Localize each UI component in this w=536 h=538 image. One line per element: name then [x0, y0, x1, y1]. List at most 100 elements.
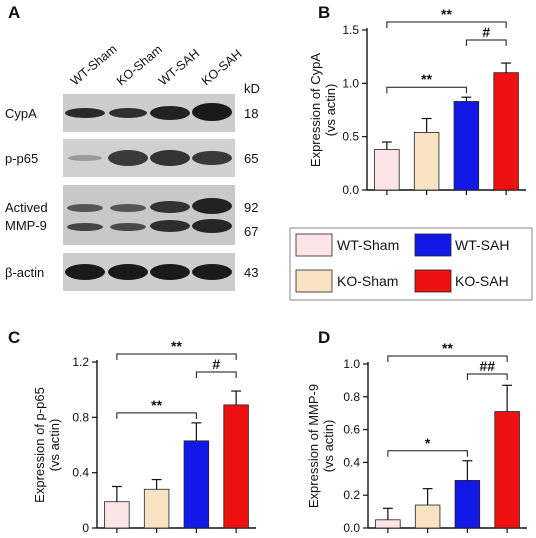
lane-label-ko-sah: KO-SAH	[199, 47, 245, 89]
kd-p-p65: 65	[244, 151, 258, 166]
significance-bracket	[116, 353, 237, 360]
significance-bracket	[466, 373, 508, 380]
legend-swatch-ko-sham	[295, 269, 333, 293]
bar-wt-sah	[453, 101, 480, 191]
mmp9-bands	[67, 198, 232, 233]
p-p65-band-3	[150, 150, 190, 166]
y-axis-title: (vs actin)	[47, 419, 62, 472]
mmp9-67-band-3	[150, 220, 190, 232]
significance-label: **	[441, 6, 452, 22]
chart-p-p65: 0 0.4 0.8 1.2 Expression of p-p65 (vs actin) *…	[32, 338, 256, 535]
mmp9-92-band-3	[150, 201, 190, 213]
y-tick-label: 0.8	[72, 410, 89, 424]
mmp9-67-band-4	[192, 219, 232, 233]
bar-wt-sham	[104, 501, 130, 529]
bar-ko-sham	[414, 504, 441, 529]
significance-bracket	[387, 450, 468, 457]
significance-bracket	[386, 86, 467, 94]
legend-label-wt-sah: WT-SAH	[455, 237, 509, 253]
y-axis-title: Expression of CypA	[308, 53, 323, 167]
kd-mmp9-92: 92	[244, 200, 258, 215]
legend-label-ko-sah: KO-SAH	[455, 273, 509, 289]
y-tick-label: 0.0	[343, 521, 360, 535]
kd-mmp9-67: 67	[244, 224, 258, 239]
p-p65-band-1	[68, 155, 102, 161]
cypa-band-3	[150, 106, 190, 120]
y-tick-label: 1.0	[342, 76, 359, 90]
significance-bracket	[465, 39, 507, 46]
legend-label-ko-sham: KO-Sham	[337, 273, 398, 289]
p-p65-band-4	[192, 151, 232, 165]
y-tick-label: 0.5	[342, 130, 359, 144]
legend-label-wt-sham: WT-Sham	[337, 237, 399, 253]
cypa-band-2	[109, 108, 147, 118]
significance-bracket	[195, 371, 237, 378]
significance-label: **	[151, 397, 162, 413]
western-blot: WT-Sham KO-Sham WT-SAH KO-SAH kD CypA 18…	[5, 42, 260, 291]
significance-label: #	[212, 356, 220, 372]
significance-bracket	[387, 355, 508, 362]
beta-actin-band-4	[192, 264, 232, 280]
kd-unit-label: kD	[244, 81, 260, 96]
beta-actin-band-3	[150, 264, 190, 280]
blot-row-label-cypa: CypA	[5, 106, 37, 121]
bar-ko-sah	[494, 411, 520, 529]
beta-actin-bands	[65, 264, 232, 280]
bar-ko-sham	[413, 131, 440, 191]
significance-label: #	[482, 24, 490, 40]
lane-label-ko-sham: KO-Sham	[114, 42, 165, 88]
y-tick-label: 1.5	[342, 23, 359, 37]
blot-row-label-beta-actin: β-actin	[5, 265, 44, 280]
legend-swatch-wt-sham	[295, 233, 333, 257]
cypa-band-1	[65, 108, 105, 118]
significance-label: **	[421, 71, 432, 87]
significance-label: *	[425, 435, 431, 451]
chart-mmp9: 0.0 0.2 0.4 0.6 0.8 1.0 Expression of MMP-9 (vs…	[306, 340, 527, 535]
bar-wt-sah	[454, 480, 481, 529]
y-tick-label: 0.4	[72, 466, 89, 480]
beta-actin-band-2	[108, 264, 148, 280]
y-axis-title: (vs actin)	[323, 84, 338, 137]
y-tick-label: 0.2	[343, 488, 360, 502]
panel-letter-d: D	[318, 328, 330, 347]
legend-swatch-wt-sah	[414, 233, 452, 257]
mmp9-92-band-2	[110, 204, 146, 212]
significance-label: **	[442, 340, 453, 356]
y-tick-label: 0.0	[342, 183, 359, 197]
blot-strip-mmp9	[63, 185, 235, 245]
legend: WT-Sham WT-SAH KO-Sham KO-SAH	[289, 227, 533, 301]
y-axis-title: (vs actin)	[321, 420, 336, 473]
bar-ko-sham	[143, 488, 170, 529]
y-tick-label: 0.4	[343, 455, 360, 469]
cypa-band-4	[192, 103, 232, 121]
panel-letter-b: B	[318, 3, 330, 22]
bar-wt-sah	[183, 440, 210, 529]
panel-letter-a: A	[8, 3, 20, 22]
p-p65-bands	[68, 150, 232, 166]
y-tick-label: 1.0	[343, 357, 360, 371]
bar-wt-sham	[374, 149, 400, 191]
significance-label: **	[171, 338, 182, 354]
y-tick-label: 1.2	[72, 355, 89, 369]
lane-label-wt-sham: WT-Sham	[68, 42, 120, 88]
y-axis-title: Expression of MMP-9	[306, 384, 321, 508]
panel-letter-c: C	[8, 328, 20, 347]
mmp9-67-band-1	[67, 223, 103, 231]
bar-wt-sham	[375, 519, 401, 529]
kd-beta-actin: 43	[244, 265, 258, 280]
significance-bracket	[116, 412, 197, 419]
bar-ko-sah	[223, 404, 249, 529]
blot-row-label-mmp9-line2: MMP-9	[5, 218, 47, 233]
mmp9-67-band-2	[110, 223, 146, 231]
significance-bracket	[386, 21, 507, 28]
significance-label: ##	[479, 358, 495, 374]
p-p65-band-2	[108, 150, 148, 166]
y-tick-label: 0.6	[343, 423, 360, 437]
bar-ko-sah	[493, 72, 519, 191]
kd-cypa: 18	[244, 106, 258, 121]
mmp9-92-band-4	[192, 198, 232, 214]
y-axis-title: Expression of p-p65	[32, 387, 47, 503]
y-tick-label: 0	[82, 521, 89, 535]
chart-cypa: 0.0 0.5 1.0 1.5 Expression of CypA (vs actin)…	[308, 6, 526, 197]
